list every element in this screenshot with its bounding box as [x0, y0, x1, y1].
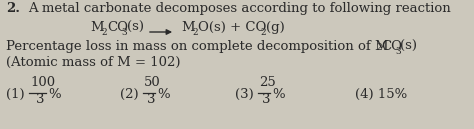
Text: 3: 3 [147, 93, 155, 106]
Text: 3: 3 [121, 28, 127, 37]
Text: O(s) + CO: O(s) + CO [198, 21, 266, 34]
Text: CO: CO [107, 21, 128, 34]
Text: 3: 3 [36, 93, 44, 106]
Text: (1): (1) [6, 87, 25, 100]
Text: 100: 100 [30, 76, 55, 89]
Text: 2: 2 [101, 28, 107, 37]
Text: Percentage loss in mass on complete decomposition of M: Percentage loss in mass on complete deco… [6, 40, 389, 53]
Text: %: % [272, 87, 284, 100]
Text: 3: 3 [262, 93, 271, 106]
Text: (g): (g) [266, 21, 285, 34]
Text: (Atomic mass of M = 102): (Atomic mass of M = 102) [6, 56, 181, 69]
Text: 25: 25 [259, 76, 276, 89]
Text: %: % [48, 87, 61, 100]
Text: (3): (3) [235, 87, 254, 100]
Text: 2: 2 [192, 28, 198, 37]
Text: (2): (2) [120, 87, 138, 100]
Text: M: M [90, 21, 104, 34]
Text: 2: 2 [376, 43, 382, 52]
Text: 2.: 2. [6, 2, 20, 15]
Text: 3: 3 [395, 47, 401, 56]
Text: (s): (s) [400, 40, 417, 53]
Text: (4) 15%: (4) 15% [355, 87, 407, 100]
Text: 2: 2 [260, 28, 265, 37]
Text: A metal carbonate decomposes according to following reaction: A metal carbonate decomposes according t… [28, 2, 451, 15]
Text: %: % [157, 87, 170, 100]
Text: 50: 50 [144, 76, 161, 89]
Text: (s): (s) [127, 21, 144, 34]
Text: M: M [181, 21, 195, 34]
Text: CO: CO [381, 40, 402, 53]
